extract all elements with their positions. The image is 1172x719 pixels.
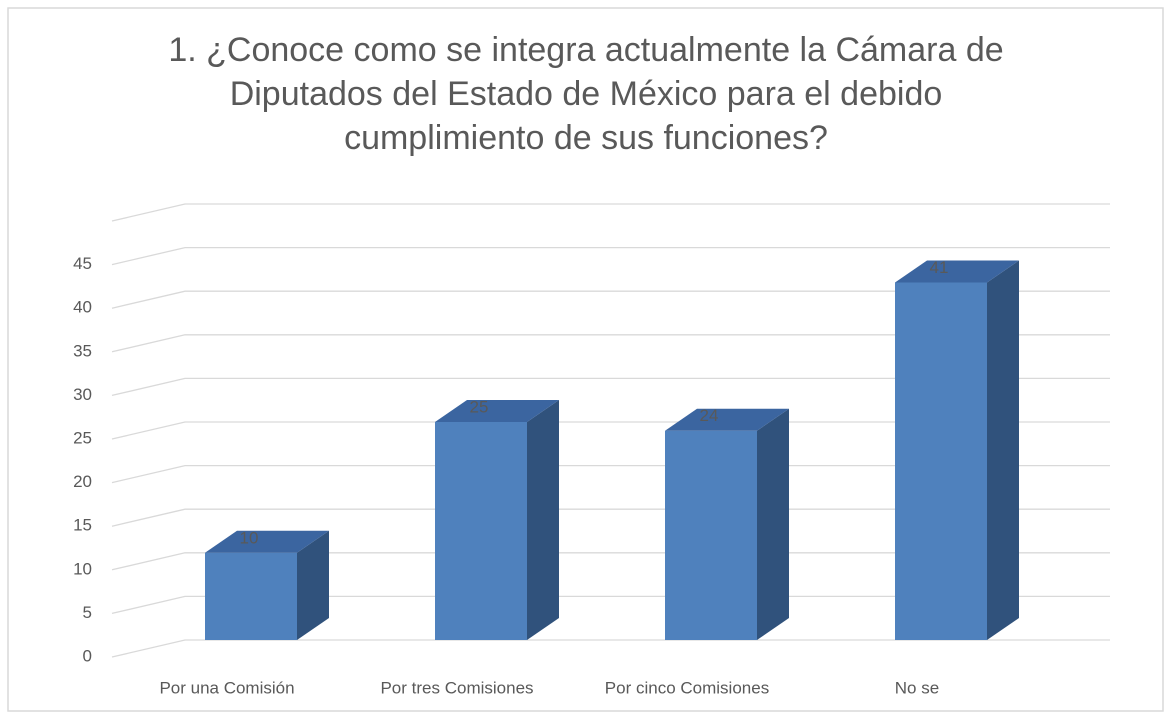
y-tick-label: 45	[73, 254, 92, 273]
data-label: 10	[240, 528, 259, 547]
data-label: 24	[700, 406, 719, 425]
bar	[665, 408, 789, 640]
bar-top	[665, 408, 789, 431]
grid-line	[111, 421, 1110, 440]
bar	[895, 260, 1019, 640]
grid-line	[111, 203, 1110, 222]
chart-title: 1. ¿Conoce como se integra actualmente l…	[168, 31, 1004, 157]
bar-top	[895, 260, 1019, 283]
y-tick-label: 10	[73, 559, 92, 578]
data-label: 25	[470, 397, 489, 416]
y-tick-label: 15	[73, 516, 92, 535]
grid-line	[111, 246, 1110, 266]
bar-side	[297, 530, 329, 640]
x-tick-label: Por una Comisión	[159, 678, 294, 697]
y-tick-label: 20	[73, 472, 92, 491]
x-tick-label: Por cinco Comisiones	[605, 678, 769, 697]
grid-line	[111, 377, 1110, 397]
y-tick-label: 40	[73, 298, 92, 317]
grid-line	[111, 595, 1110, 615]
chart-border	[7, 7, 1164, 712]
grid-line	[111, 290, 1110, 309]
data-label: 41	[930, 258, 949, 277]
bar-side	[987, 260, 1019, 640]
bar-side	[757, 408, 789, 640]
y-tick-label: 0	[83, 646, 92, 665]
y-tick-label: 35	[73, 341, 92, 360]
y-tick-label: 5	[83, 603, 92, 622]
grid-line	[111, 508, 1110, 527]
bar-front	[665, 430, 757, 640]
grid-line	[111, 464, 1110, 484]
bar-front	[205, 552, 297, 640]
x-tick-label: Por tres Comisiones	[380, 678, 533, 697]
bar-front	[435, 422, 527, 640]
bar-side	[527, 400, 559, 640]
bar-top	[435, 400, 559, 422]
bar-front	[895, 282, 987, 640]
bar	[205, 530, 329, 640]
x-tick-label: No se	[895, 678, 939, 697]
bar-top	[205, 530, 329, 553]
bar	[435, 400, 559, 640]
grid-line	[111, 552, 1110, 571]
y-tick-label: 30	[73, 385, 92, 404]
grid-line	[111, 639, 1110, 658]
grid-line	[111, 334, 1110, 353]
y-tick-label: 25	[73, 428, 92, 447]
